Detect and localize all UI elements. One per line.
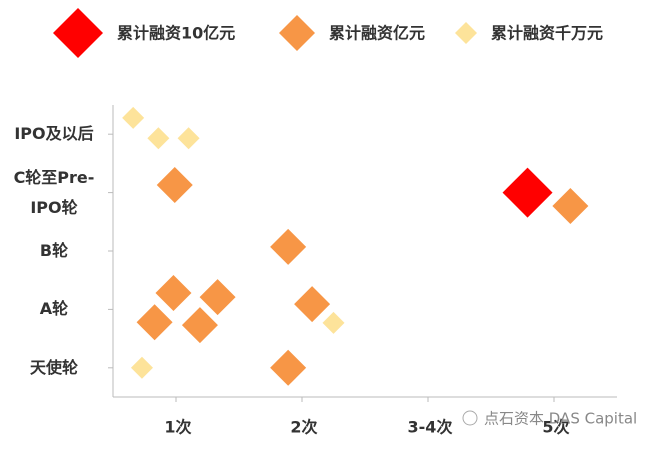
- point: [147, 127, 170, 150]
- legend-marker: [53, 8, 103, 58]
- y-tick-label: A轮: [39, 299, 69, 319]
- y-tick-label: C轮至Pre- IPO轮: [13, 167, 95, 217]
- point: [156, 167, 193, 204]
- point: [122, 106, 145, 129]
- x-tick-label: 2次: [290, 418, 317, 437]
- point: [270, 228, 307, 265]
- y-tick-label: IPO及以后: [14, 124, 94, 144]
- point: [294, 286, 331, 323]
- point: [181, 307, 218, 344]
- legend-label: 累计融资10亿元: [117, 24, 235, 43]
- point: [130, 356, 153, 379]
- point: [502, 167, 553, 218]
- y-tick-label: 天使轮: [29, 357, 78, 377]
- point: [199, 279, 236, 316]
- x-tick-label: 1次: [164, 418, 191, 437]
- point: [177, 127, 200, 150]
- point: [155, 275, 192, 312]
- legend-marker: [455, 22, 477, 44]
- y-tick-label: B轮: [39, 241, 69, 260]
- point: [136, 304, 173, 341]
- watermark-icon: [462, 410, 478, 426]
- legend-label: 累计融资千万元: [491, 24, 603, 43]
- point: [322, 311, 345, 334]
- legend-label: 累计融资亿元: [329, 24, 425, 43]
- x-tick-label: 5次: [542, 418, 569, 437]
- watermark: 点石资本 DAS Capital: [484, 410, 637, 428]
- point: [270, 349, 307, 386]
- legend-marker: [279, 15, 315, 51]
- point: [552, 188, 589, 225]
- x-tick-label: 3-4次: [408, 418, 453, 437]
